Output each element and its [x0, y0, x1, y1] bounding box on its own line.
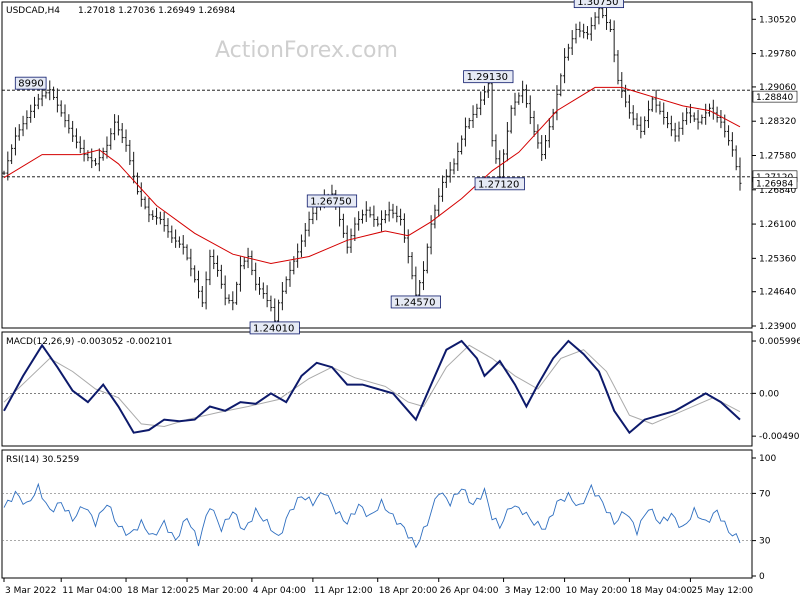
price-tag-box — [752, 90, 798, 103]
price-tick-label: 1.29780 — [759, 50, 796, 60]
symbol-label: USDCAD,H4 — [6, 6, 60, 16]
annotation-label: 1.30750 — [577, 0, 618, 8]
price-tick-label: 1.30520 — [759, 15, 796, 25]
price-tag-label: 1.26984 — [756, 179, 793, 189]
price-panel — [1, 1, 753, 329]
rsi-layer: 100 70 30 0 — [2, 454, 776, 582]
macd-tick-label: 0.005996 — [759, 337, 800, 347]
x-tick-label: 26 Apr 04:00 — [440, 586, 499, 596]
x-tick-label: 25 Mar 20:00 — [188, 586, 248, 596]
x-axis: 3 Mar 2022 11 Mar 04:00 18 Mar 12:00 25 Mar… — [3, 578, 753, 596]
annotation-label: 1.24570 — [394, 297, 435, 308]
x-tick-label: 3 May 12:00 — [505, 586, 561, 596]
macd-signal-line — [3, 344, 741, 428]
rsi-line — [3, 482, 741, 549]
x-tick-label: 18 Apr 20:00 — [379, 586, 438, 596]
price-layer: 1.30520 1.29780 1.29060 1.28320 1.27580 1.268… — [2, 0, 798, 335]
x-tick-label: 11 Apr 12:00 — [314, 586, 373, 596]
annotation-label: 1.29130 — [467, 72, 508, 83]
ohlc-label: 1.27018 1.27036 1.26949 1.26984 — [78, 6, 236, 16]
annotation-box — [249, 321, 300, 335]
macd-line — [3, 339, 741, 435]
annotation-box — [14, 76, 47, 90]
price-tag-label: 1.28840 — [756, 93, 793, 103]
rsi-title: RSI(14) 30.5259 — [6, 455, 79, 465]
price-tag-box — [752, 177, 798, 189]
annotation-box — [463, 70, 514, 84]
annotation-label: 1.26750 — [310, 196, 351, 207]
price-tick-label: 1.26840 — [759, 186, 796, 196]
watermark: ActionForex.com — [215, 38, 398, 63]
macd-tick-label: 0.00 — [759, 389, 779, 399]
x-tick-label: 11 Mar 04:00 — [62, 586, 122, 596]
price-tick-label: 1.29060 — [759, 83, 796, 93]
rsi-panel — [1, 449, 753, 579]
x-tick-label: 18 May 04:00 — [630, 586, 692, 596]
price-tick-label: 1.25360 — [759, 254, 796, 264]
price-tick-label: 1.26100 — [759, 220, 796, 230]
x-tick-label: 10 May 20:00 — [566, 586, 628, 596]
annotation-label: 1.27120 — [478, 179, 519, 190]
annotation-box — [573, 0, 625, 9]
rsi-tick-label: 70 — [759, 489, 771, 499]
macd-title: MACD(12,26,9) -0.003052 -0.002101 — [6, 337, 172, 347]
price-tick-label: 1.23900 — [759, 322, 796, 332]
moving-average-line — [3, 86, 741, 265]
x-tick-label: 18 Mar 12:00 — [127, 586, 187, 596]
price-tick-label: 1.24640 — [759, 288, 796, 298]
annotation-label: 8990 — [18, 79, 43, 90]
x-tick-label: 25 May 12:00 — [691, 586, 753, 596]
rsi-tick-label: 30 — [759, 537, 771, 547]
macd-panel — [1, 331, 753, 447]
annotation-box — [474, 177, 525, 191]
annotation-box — [306, 194, 358, 208]
x-tick-label: 3 Mar 2022 — [5, 586, 56, 596]
rsi-tick-label: 100 — [759, 454, 776, 464]
annotation-box — [390, 295, 441, 309]
price-tick-label: 1.27580 — [759, 152, 796, 162]
price-tick-label: 1.28320 — [759, 117, 796, 127]
x-tick-label: 4 Apr 04:00 — [253, 586, 306, 596]
annotation-label: 1.24010 — [253, 323, 294, 334]
rsi-tick-label: 0 — [759, 572, 765, 582]
